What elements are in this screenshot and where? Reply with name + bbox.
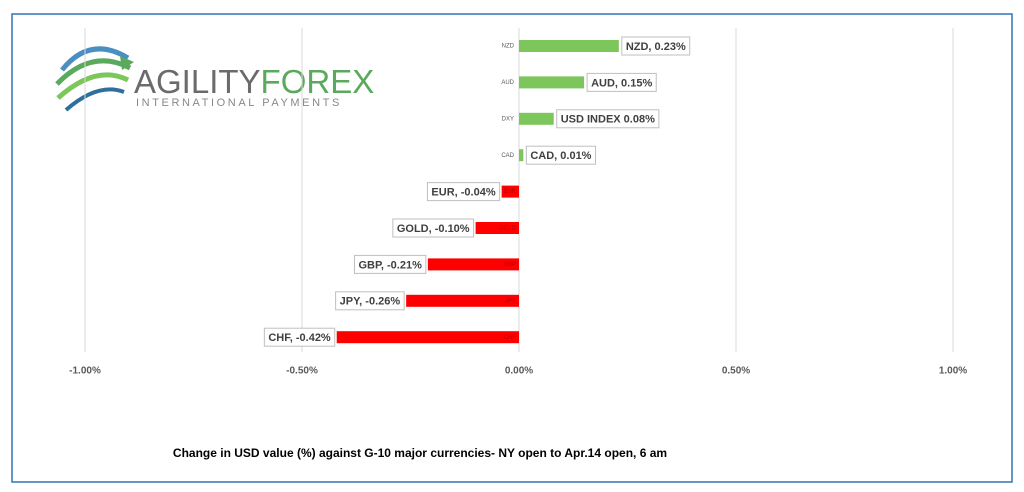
bar — [336, 331, 519, 344]
logo-tagline: INTERNATIONAL PAYMENTS — [136, 97, 342, 109]
category-label: NZD — [502, 44, 515, 50]
category-label: GBP — [503, 262, 516, 268]
bar — [519, 149, 524, 162]
data-label-box — [392, 218, 475, 238]
x-tick-label: -0.50% — [286, 366, 318, 377]
data-label: JPY, -0.26% — [335, 291, 405, 311]
logo-word: FOREX — [261, 63, 375, 100]
bar — [475, 222, 519, 234]
data-label-text: JPY, -0.26% — [340, 296, 401, 308]
category-label: AUD — [501, 80, 514, 86]
data-label-box — [263, 327, 336, 347]
data-label-box — [586, 72, 657, 92]
data-label: USD INDEX 0.08% — [556, 109, 660, 129]
data-label-box — [353, 254, 427, 274]
category-label: DXY — [502, 116, 514, 122]
data-label-box — [335, 291, 405, 311]
x-tick-label: 0.00% — [505, 366, 533, 377]
x-tick-label: 1.00% — [939, 366, 967, 377]
category-label: JPY — [505, 298, 516, 304]
logo-text: AGILITYFOREX — [134, 63, 374, 100]
data-label: AUD, 0.15% — [586, 72, 657, 92]
data-label-text: EUR, -0.04% — [431, 187, 495, 199]
data-label-box — [556, 109, 660, 129]
data-label: CAD, 0.01% — [525, 145, 596, 165]
logo-arrow — [120, 56, 134, 70]
logo-swoosh — [56, 72, 130, 100]
logo-swoosh — [64, 87, 125, 112]
bar — [519, 76, 585, 89]
data-label-text: GBP, -0.21% — [358, 259, 422, 271]
bar — [519, 40, 619, 52]
category-label: CAD — [501, 153, 514, 159]
bar — [427, 258, 519, 271]
frame — [11, 13, 1013, 483]
data-label-box — [426, 182, 501, 202]
data-label-text: AUD, 0.15% — [591, 77, 652, 89]
data-label: CHF, -0.42% — [263, 327, 336, 347]
logo: AGILITYFOREX INTERNATIONAL PAYMENTS — [55, 46, 374, 112]
bar — [406, 294, 519, 307]
data-label-text: USD INDEX 0.08% — [561, 114, 655, 126]
data-label: GBP, -0.21% — [353, 254, 427, 274]
bar — [501, 185, 519, 198]
bar — [519, 112, 554, 125]
data-label-text: NZD, 0.23% — [626, 41, 686, 53]
x-tick-label: 0.50% — [722, 366, 750, 377]
chart-caption: Change in USD value (%) against G-10 maj… — [173, 446, 667, 460]
data-label: EUR, -0.04% — [426, 182, 501, 202]
category-label: CHF — [504, 335, 517, 341]
data-label-text: GOLD, -0.10% — [397, 223, 470, 235]
data-label-box — [525, 145, 596, 165]
data-label-text: CHF, -0.42% — [268, 332, 331, 344]
category-label: GOLD — [499, 226, 517, 232]
data-label-box — [621, 36, 691, 56]
data-label: GOLD, -0.10% — [392, 218, 475, 238]
logo-word: AGILITY — [134, 63, 261, 100]
data-label-text: CAD, 0.01% — [530, 150, 591, 162]
category-label: EUR — [503, 189, 516, 195]
logo-swoosh — [60, 46, 130, 72]
data-label: NZD, 0.23% — [621, 36, 691, 56]
x-tick-label: -1.00% — [69, 366, 101, 377]
